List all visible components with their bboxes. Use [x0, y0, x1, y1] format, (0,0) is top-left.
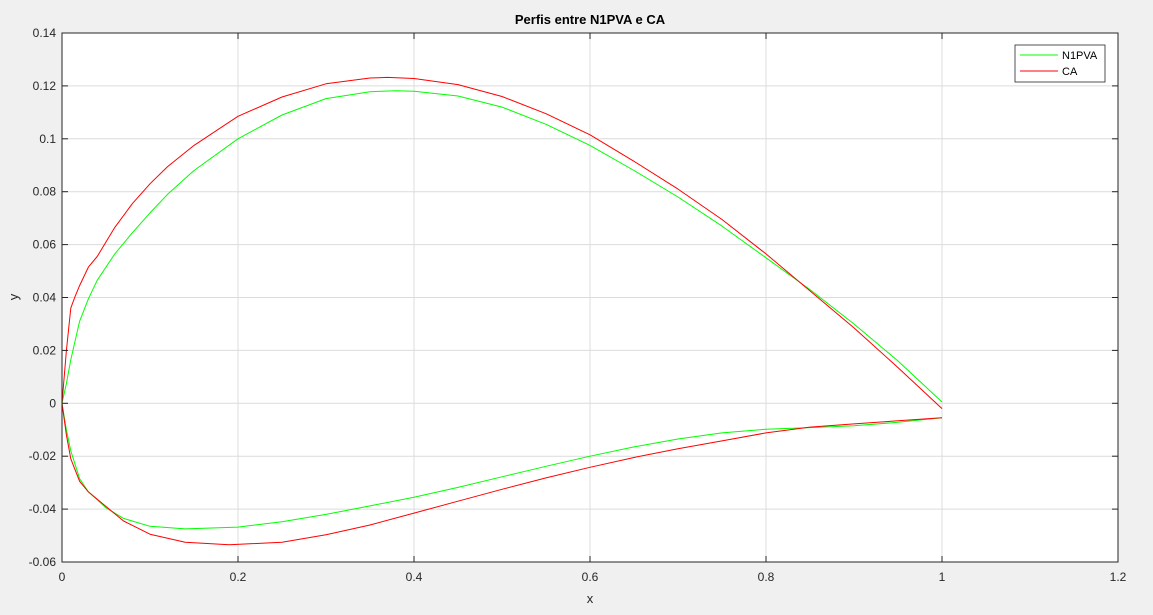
y-tick-label: 0.12 [33, 79, 57, 93]
legend-label-n1pva: N1PVA [1062, 50, 1098, 62]
y-tick-label: 0.04 [33, 291, 57, 305]
x-tick-label: 0.6 [582, 570, 599, 584]
y-tick-label: 0.1 [39, 132, 56, 146]
plot-series [61, 76, 943, 546]
y-tick-label: -0.04 [29, 502, 57, 516]
series-line-ca [61, 76, 943, 546]
y-tick-label: 0 [49, 396, 56, 410]
x-tick-label: 0.2 [230, 570, 247, 584]
y-tick-label: -0.02 [29, 449, 57, 463]
y-tick-label: -0.06 [29, 555, 57, 569]
x-tick-label: 0.4 [406, 570, 423, 584]
y-axis-label: y [6, 293, 21, 300]
x-tick-label: 0.8 [758, 570, 775, 584]
x-tick-label: 1 [939, 570, 946, 584]
y-tick-label: 0.06 [33, 238, 57, 252]
grid-lines [62, 33, 1118, 562]
chart-title: Perfis entre N1PVA e CA [515, 12, 666, 27]
legend-box [1014, 44, 1106, 83]
axis-ticks: 0 0.2 0.4 0.6 0.8 1 1.2 -0.06 -0.04 -0.02 0 0.02 0.0… [29, 26, 1127, 584]
y-tick-label: 0.02 [33, 343, 57, 357]
legend: N1PVA CA [1014, 44, 1106, 83]
x-axis-label: x [587, 591, 594, 606]
x-tick-label: 1.2 [1110, 570, 1127, 584]
y-tick-label: 0.14 [33, 26, 57, 40]
series-line-n1pva [61, 90, 943, 530]
x-tick-label: 0 [59, 570, 66, 584]
y-tick-label: 0.08 [33, 185, 57, 199]
legend-label-ca: CA [1062, 66, 1078, 78]
